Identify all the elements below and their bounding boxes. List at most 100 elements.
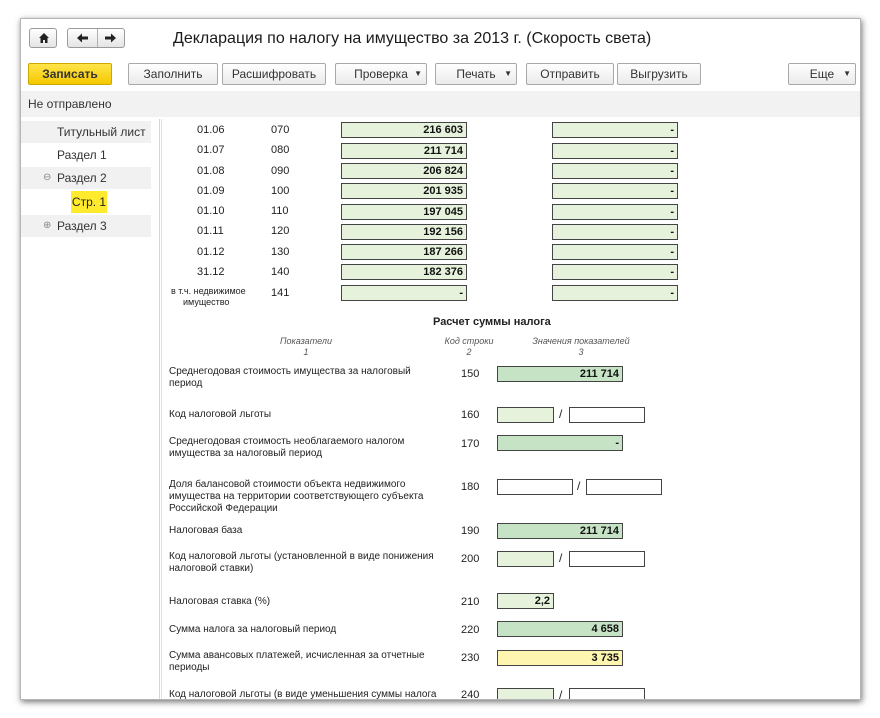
row-code: 120 (271, 225, 290, 237)
value-field[interactable]: - (552, 143, 678, 159)
value-field[interactable]: - (552, 264, 678, 280)
column-number: 3 (578, 347, 584, 357)
benefit-code-field[interactable] (497, 407, 554, 423)
save-button[interactable]: Записать (28, 63, 112, 85)
sections-sidebar: Титульный лист Раздел 1 ⊖ Раздел 2 Стр. … (21, 119, 160, 699)
value-field[interactable]: - (552, 183, 678, 199)
row-label: Код налоговой льготы (в виде уменьшения … (169, 689, 437, 699)
arrow-left-icon[interactable] (76, 30, 89, 47)
home-button[interactable] (29, 28, 57, 48)
value-field[interactable]: - (552, 163, 678, 179)
toolbar: Записать Заполнить Расшифровать Проверка… (21, 63, 860, 87)
fill-button[interactable]: Заполнить (128, 63, 218, 85)
value-field[interactable]: - (552, 285, 678, 301)
row-code: 230 (461, 652, 480, 664)
row-label: имущества на территории соответствующего… (169, 491, 424, 502)
window-title: Декларация по налогу на имущество за 201… (173, 30, 652, 47)
expand-icon[interactable]: ⊕ (43, 220, 52, 231)
sidebar-item-label: Раздел 1 (57, 148, 107, 162)
row-label: период (169, 378, 203, 389)
more-label: Еще (809, 67, 835, 81)
value-field[interactable]: 211 714 (497, 523, 623, 539)
value-field[interactable]: - (552, 244, 678, 260)
column-header: Значения показателей (532, 336, 630, 346)
dropdown-arrow-icon: ▼ (414, 69, 422, 78)
row-label: Сумма налога за налоговый период (169, 624, 337, 635)
row-label: Среднегодовая стоимость необлагаемого на… (169, 436, 405, 447)
row-label: Код налоговой льготы (169, 409, 272, 420)
row-label: Среднегодовая стоимость имущества за нал… (169, 366, 411, 377)
row-code: 130 (271, 246, 290, 258)
send-button[interactable]: Отправить (526, 63, 614, 85)
row-date: 01.09 (197, 185, 225, 197)
sidebar-item-title-page[interactable]: Титульный лист (21, 121, 151, 143)
tax-rate-field[interactable]: 2,2 (497, 593, 554, 609)
share-numerator-field[interactable] (497, 479, 573, 495)
value-field[interactable]: 211 714 (341, 143, 467, 159)
print-label: Печать (456, 67, 496, 81)
row-label: Налоговая база (169, 525, 243, 536)
benefit-code-field[interactable] (497, 688, 554, 699)
more-button[interactable]: Еще ▼ (788, 63, 856, 85)
sidebar-item-page-1[interactable]: Стр. 1 (71, 191, 107, 213)
benefit-basis-field[interactable] (569, 407, 645, 423)
value-field[interactable]: 206 824 (341, 163, 467, 179)
column-header: Показатели (280, 336, 332, 346)
row-code: 240 (461, 689, 480, 699)
check-button[interactable]: Проверка ▼ (335, 63, 427, 85)
row-code: 180 (461, 481, 480, 493)
row-label: налоговой ставки) (169, 563, 254, 574)
value-field[interactable]: - (552, 204, 678, 220)
row-code: 140 (271, 266, 290, 278)
value-field[interactable]: 211 714 (497, 366, 623, 382)
home-icon (38, 30, 50, 47)
row-code: 220 (461, 624, 480, 636)
collapse-icon[interactable]: ⊖ (43, 172, 52, 183)
row-label: Доля балансовой стоимости объекта недвиж… (169, 479, 406, 490)
decode-button[interactable]: Расшифровать (222, 63, 326, 85)
row-label: в т.ч. недвижимое (171, 286, 246, 296)
sidebar-item-label: Титульный лист (57, 125, 146, 139)
row-code: 070 (271, 124, 290, 136)
divider (161, 119, 162, 699)
column-number: 1 (303, 347, 309, 357)
row-code: 090 (271, 165, 290, 177)
value-field[interactable]: 4 658 (497, 621, 623, 637)
row-date: 01.10 (197, 205, 225, 217)
value-field[interactable]: - (552, 224, 678, 240)
row-label: Сумма авансовых платежей, исчисленная за… (169, 650, 425, 661)
sidebar-item-section-2[interactable]: ⊖ Раздел 2 (21, 167, 151, 189)
sidebar-item-label: Раздел 3 (57, 219, 107, 233)
row-date: 31.12 (197, 266, 225, 278)
row-label: периоды (169, 662, 210, 673)
value-field[interactable]: 182 376 (341, 264, 467, 280)
sidebar-item-section-3[interactable]: ⊕ Раздел 3 (21, 215, 151, 237)
row-code: 141 (271, 287, 290, 299)
declaration-form: 01.06 070 216 603 - 01.07 080 211 714 - … (161, 119, 860, 699)
row-code: 080 (271, 144, 290, 156)
row-date: 01.08 (197, 165, 225, 177)
benefit-basis-field[interactable] (569, 551, 645, 567)
value-field[interactable]: 197 045 (341, 204, 467, 220)
row-date: 01.11 (197, 225, 224, 237)
print-button[interactable]: Печать ▼ (435, 63, 517, 85)
value-field[interactable]: 187 266 (341, 244, 467, 260)
value-field[interactable]: 201 935 (341, 183, 467, 199)
benefit-basis-field[interactable] (569, 688, 645, 699)
row-label: Российской Федерации (169, 503, 278, 514)
value-field[interactable]: - (497, 435, 623, 451)
benefit-code-field[interactable] (497, 551, 554, 567)
value-field[interactable]: 216 603 (341, 122, 467, 138)
arrow-right-icon[interactable] (104, 30, 117, 47)
value-field[interactable]: 192 156 (341, 224, 467, 240)
row-label: имущества за налоговый период (169, 448, 323, 459)
row-code: 190 (461, 525, 480, 537)
sidebar-item-section-1[interactable]: Раздел 1 (21, 144, 151, 166)
share-denominator-field[interactable] (586, 479, 662, 495)
export-button[interactable]: Выгрузить (617, 63, 701, 85)
value-field[interactable]: - (341, 285, 467, 301)
value-field[interactable]: - (552, 122, 678, 138)
value-field[interactable]: 3 735 (497, 650, 623, 666)
send-status: Не отправлено (21, 91, 860, 117)
separator: / (559, 688, 563, 699)
